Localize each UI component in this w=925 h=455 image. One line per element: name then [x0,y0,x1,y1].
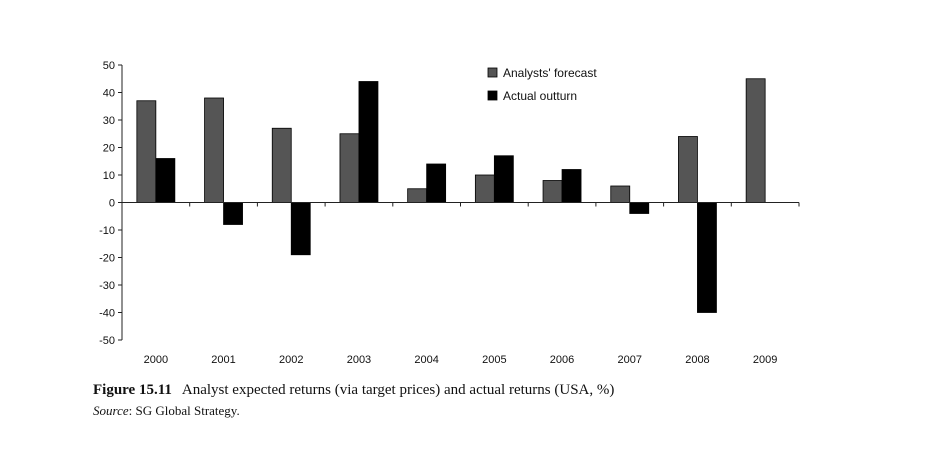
axes-layer: 2000 2001 2002 2003 2004 2005 2006 2007 2008 2009… [99,60,800,366]
bar-forecast-2004 [407,188,428,203]
bar-actual-2007 [629,202,650,214]
x-tick-label: 2000 [144,354,168,366]
y-tick-label: 20 [103,143,115,155]
figure-caption: Figure 15.11 Analyst expected returns (vi… [93,382,614,399]
bar-forecast-2006 [542,180,563,203]
y-tick-label: -40 [99,308,115,320]
legend-label-actual: Actual outturn [503,89,577,103]
bars-layer [136,78,766,313]
x-tick-label: 2006 [550,354,574,366]
bar-forecast-2001 [204,97,224,203]
x-tick-label: 2002 [279,354,303,366]
legend-label-forecast: Analysts' forecast [503,66,597,80]
y-tick-label: 30 [103,115,115,127]
y-tick-label: -30 [99,280,115,292]
source-note: Source: SG Global Strategy. [93,403,240,419]
bar-forecast-2003 [339,133,360,203]
legend-swatch-actual [487,90,498,101]
x-tick-label: 2008 [685,354,709,366]
bar-forecast-2000 [136,100,157,203]
bar-forecast-2007 [610,185,631,203]
y-tick-label: -20 [99,253,115,265]
x-tick-label: 2001 [211,354,235,366]
y-tick-label: -10 [99,225,115,237]
bar-actual-2000 [155,158,176,203]
bar-actual-2008 [697,202,717,313]
y-tick-label: 50 [103,60,115,72]
bar-forecast-2009 [745,78,766,203]
bar-actual-2005 [493,155,514,203]
legend: Analysts' forecast Actual outturn [487,66,597,103]
x-tick-label: 2003 [347,354,371,366]
y-tick-label: 0 [109,198,115,210]
legend-swatch-forecast [487,67,498,78]
source-text: : SG Global Strategy. [128,403,240,418]
y-tick-label: 40 [103,88,115,100]
bar-actual-2006 [561,169,582,203]
bar-actual-2003 [358,81,379,203]
bar-actual-2002 [290,202,311,256]
source-label: Source [93,403,129,418]
y-tick-label: -50 [99,335,115,347]
figure-label: Figure 15.11 [93,382,172,398]
bar-actual-2004 [426,163,447,203]
x-tick-label: 2007 [618,354,642,366]
bar-chart: 2000 2001 2002 2003 2004 2005 2006 2007 2008 2009… [99,60,800,366]
bar-actual-2001 [223,202,243,225]
figure-caption-text: Analyst expected returns (via target pri… [181,382,615,398]
x-tick-label: 2004 [414,354,438,366]
bar-forecast-2005 [474,174,495,203]
x-tick-label: 2005 [482,354,506,366]
y-tick-label: 10 [103,170,115,182]
bar-forecast-2002 [271,127,292,203]
bar-forecast-2008 [678,136,698,203]
x-tick-label: 2009 [753,354,777,366]
